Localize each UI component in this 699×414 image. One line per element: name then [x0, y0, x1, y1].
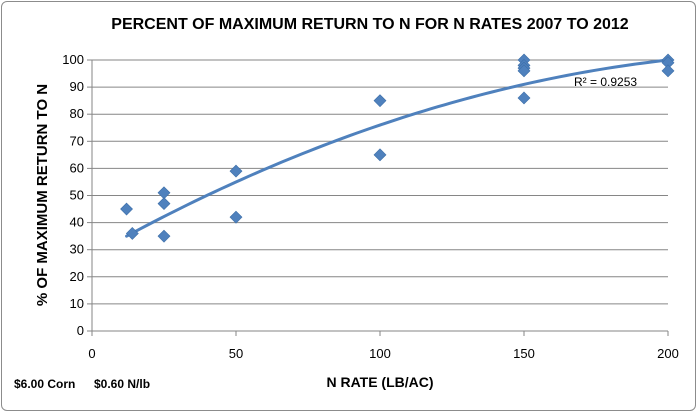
y-tick-label: 30: [70, 242, 84, 257]
y-tick-label: 70: [70, 133, 84, 148]
data-point: [157, 197, 171, 211]
y-tick-label: 40: [70, 215, 84, 230]
data-point: [157, 229, 171, 243]
axes: [87, 59, 669, 336]
trendline: [125, 58, 670, 238]
data-points: [120, 53, 675, 243]
y-tick-label: 50: [70, 188, 84, 203]
y-tick-label: 60: [70, 160, 84, 175]
x-tick-label: 50: [229, 346, 243, 361]
y-tick-label: 100: [62, 52, 84, 67]
x-axis-label: N RATE (LB/AC): [326, 374, 433, 390]
data-point: [661, 64, 675, 78]
x-tick-label: 100: [369, 346, 391, 361]
y-tick-label: 80: [70, 106, 84, 121]
y-tick-label: 90: [70, 79, 84, 94]
x-tick-label: 200: [657, 346, 679, 361]
data-point: [120, 202, 133, 216]
x-tick-label: 150: [513, 346, 535, 361]
y-tick-labels: 0 10 20 30 40 50 60 70 80 90 100: [62, 52, 84, 338]
data-point: [373, 94, 387, 108]
data-point: [229, 164, 243, 178]
data-point: [373, 148, 387, 162]
data-point: [517, 91, 531, 105]
data-point: [125, 227, 139, 240]
corn-price-note: $6.00 Corn: [14, 377, 75, 391]
data-point: [517, 64, 531, 78]
data-point: [157, 186, 171, 200]
y-axis-label: % OF MAXIMUM RETURN TO N: [34, 84, 51, 306]
x-tick-label: 0: [88, 346, 95, 361]
r-squared-label: R² = 0.9253: [574, 75, 637, 89]
gridlines: [92, 59, 668, 305]
chart-title: PERCENT OF MAXIMUM RETURN TO N FOR N RAT…: [111, 16, 629, 33]
data-point: [229, 210, 243, 224]
x-tick-labels: 0 50 100 150 200: [88, 346, 678, 361]
trendline-group: [125, 58, 670, 238]
y-tick-label: 0: [77, 323, 84, 338]
y-tick-label: 10: [70, 296, 84, 311]
n-price-note: $0.60 N/lb: [94, 377, 150, 391]
y-tick-label: 20: [70, 269, 84, 284]
